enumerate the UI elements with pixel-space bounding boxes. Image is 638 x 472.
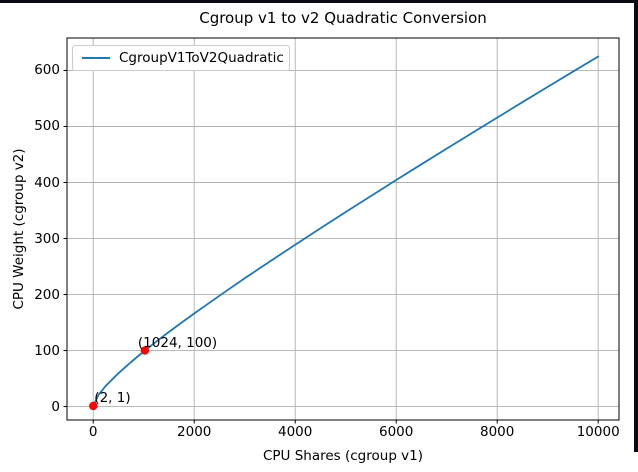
x-tick-label: 10000 (576, 424, 620, 440)
y-tick-label: 0 (51, 398, 60, 415)
legend-line-sample (82, 57, 110, 59)
x-tick-label: 0 (88, 424, 98, 440)
y-tick-label: 100 (34, 342, 60, 359)
legend-entry-label: CgroupV1ToV2Quadratic (119, 50, 284, 66)
window-frame-top (0, 0, 638, 3)
point-annotation: (1024, 100) (137, 334, 218, 351)
y-tick-label: 300 (34, 230, 60, 247)
axes-spines (66, 37, 620, 421)
x-tick-label: 4000 (278, 424, 313, 440)
y-tick-label: 200 (34, 286, 60, 303)
y-tick-label: 500 (34, 118, 60, 135)
window-frame-right (634, 0, 638, 452)
x-axis-label: CPU Shares (cgroup v1) (262, 448, 424, 464)
y-tick-label: 600 (34, 62, 60, 79)
series-line (92, 55, 600, 407)
y-axis-label: CPU Weight (cgroup v2) (11, 148, 27, 310)
chart-title: Cgroup v1 to v2 Quadratic Conversion (199, 9, 487, 27)
highlight-point (89, 401, 98, 411)
x-tick-label: 8000 (480, 424, 515, 440)
legend: CgroupV1ToV2Quadratic (72, 45, 290, 71)
x-tick-label: 2000 (177, 424, 212, 440)
point-annotation: (2, 1) (94, 389, 131, 406)
x-tick-label: 6000 (379, 424, 414, 440)
y-tick-label: 400 (34, 174, 60, 191)
highlight-point (140, 346, 150, 355)
